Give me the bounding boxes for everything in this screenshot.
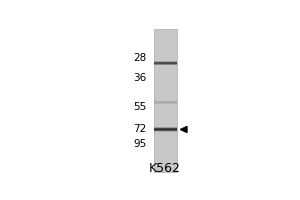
Text: K562: K562 (148, 162, 180, 175)
Text: 95: 95 (134, 139, 147, 149)
Bar (154, 61, 177, 62)
Bar (154, 29, 177, 172)
Bar (154, 62, 177, 63)
Text: 28: 28 (134, 53, 147, 63)
Bar (154, 63, 177, 64)
Bar (154, 131, 177, 132)
Bar (154, 64, 177, 65)
Bar (154, 127, 177, 128)
Bar (154, 130, 177, 131)
Bar (154, 128, 177, 129)
Text: 36: 36 (134, 73, 147, 83)
Polygon shape (181, 126, 187, 133)
Text: 72: 72 (134, 124, 147, 134)
Text: 55: 55 (134, 102, 147, 112)
Bar (154, 129, 177, 130)
